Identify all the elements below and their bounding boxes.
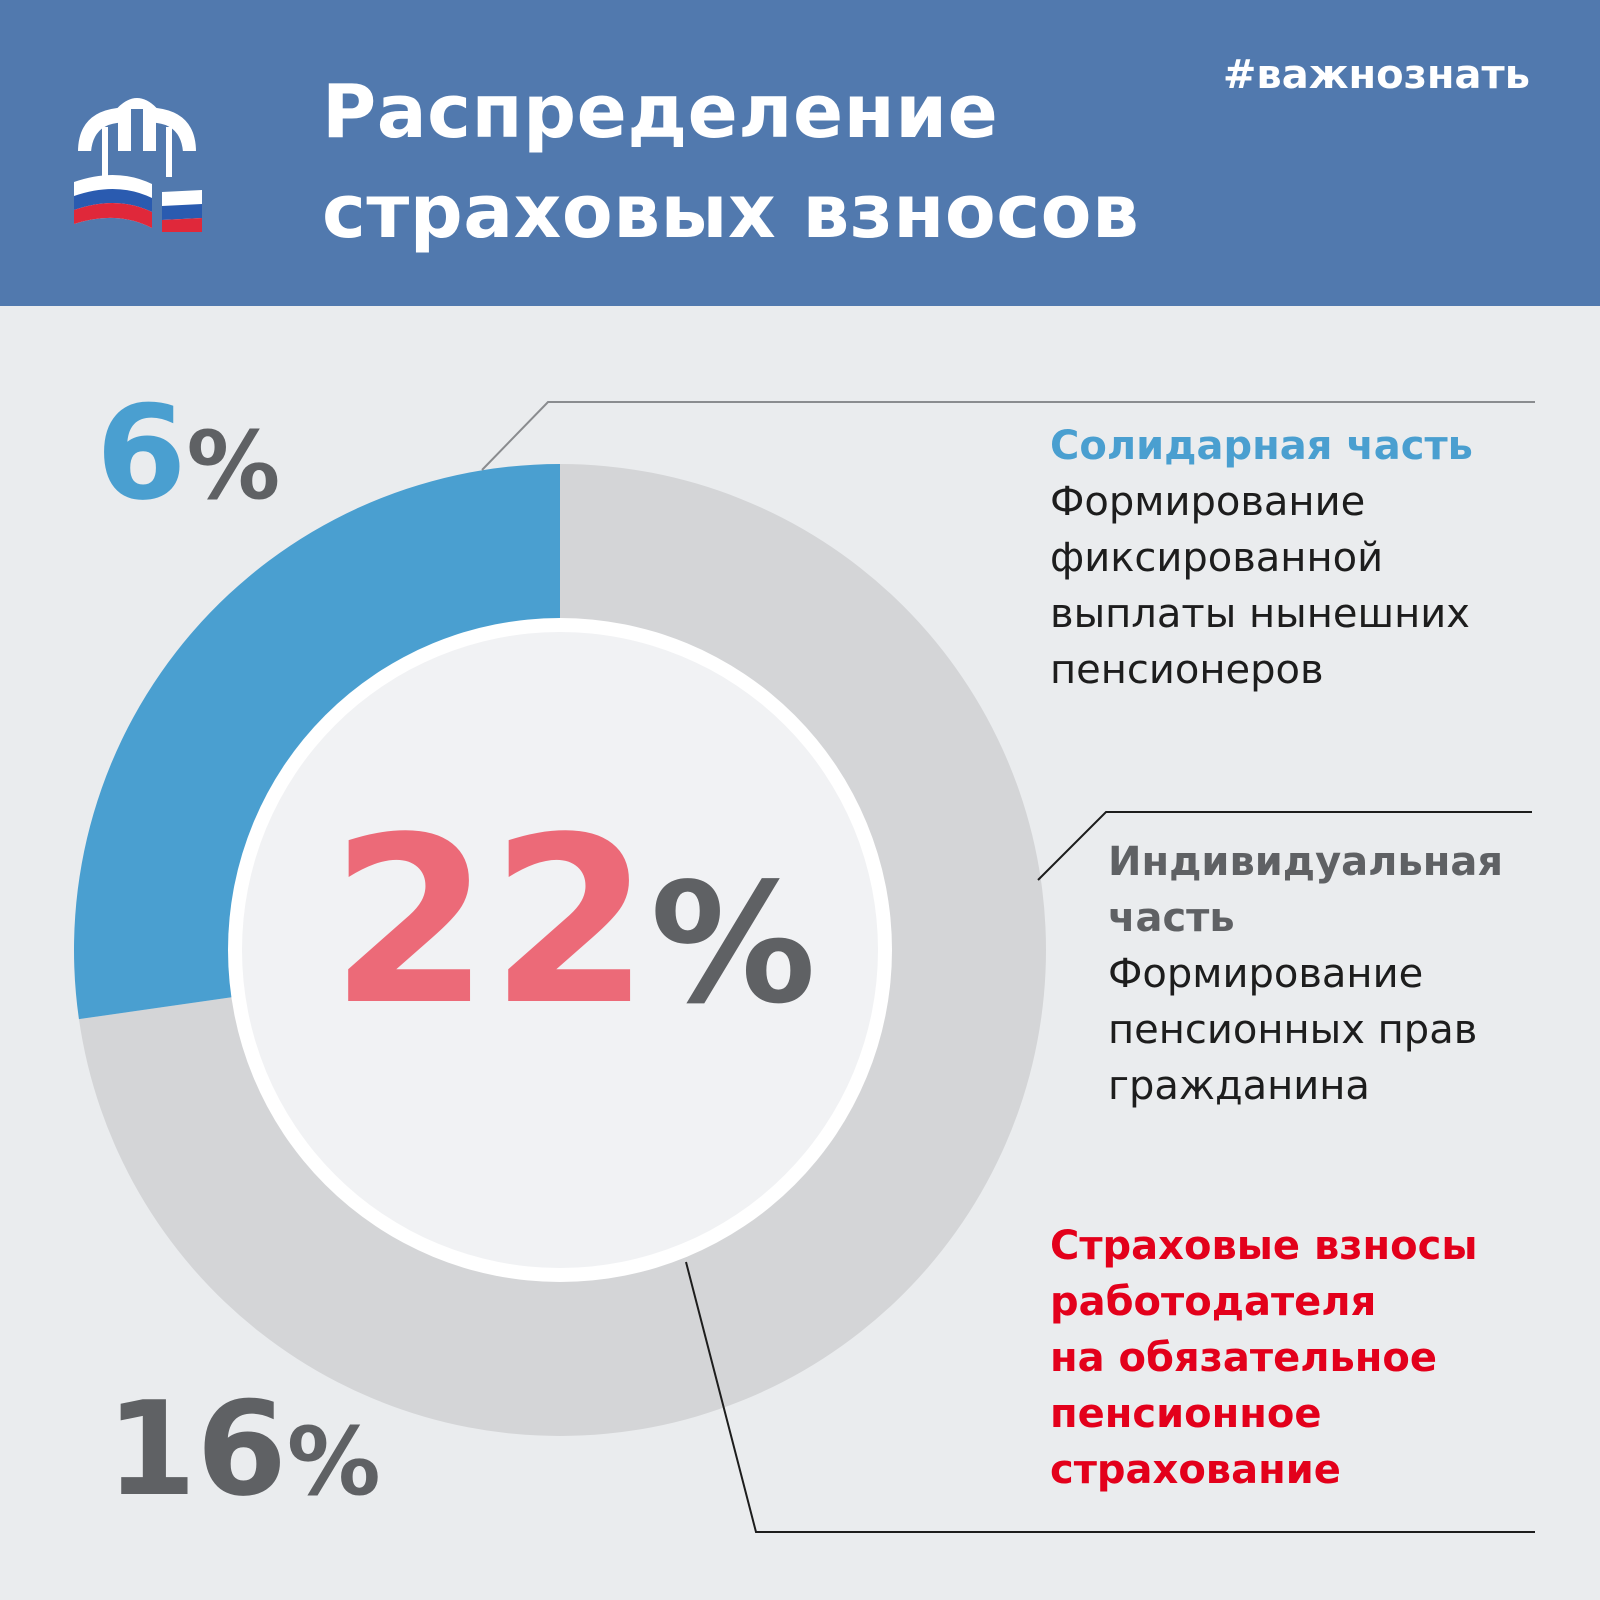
legend-item-solidarity: Солидарная часть Формирование фиксирован…: [1050, 418, 1473, 698]
legend-title-solidarity: Солидарная часть: [1050, 423, 1473, 469]
page-title: Распределение страховых взносов: [322, 62, 1139, 262]
percent-sign: %: [650, 848, 816, 1041]
legend-text-line: выплаты нынешних: [1050, 591, 1470, 637]
legend-title-total-line: пенсионное: [1050, 1391, 1322, 1437]
percent-label-total: 22%: [330, 808, 816, 1038]
donut-segment-solidarity: [73, 464, 560, 1020]
leader-line-total: [685, 1261, 1535, 1533]
legend-text-line: Формирование: [1108, 951, 1424, 997]
legend-item-individual: Индивидуальная часть Формирование пенсио…: [1108, 834, 1503, 1114]
legend-title-total-line: Страховые взносы: [1050, 1223, 1478, 1269]
percent-sign: %: [186, 412, 281, 521]
legend-text-line: пенсионеров: [1050, 647, 1324, 693]
percent-value-solidarity: 6: [96, 377, 187, 529]
legend-text-line: пенсионных прав: [1108, 1007, 1478, 1053]
legend-title-total-line: страхование: [1050, 1447, 1341, 1493]
hashtag-label: #важнознать: [1222, 52, 1530, 98]
leader-line-solidarity: [481, 401, 1535, 471]
donut-segment-individual: [78, 464, 1046, 1436]
header-banner: Распределение страховых взносов #важнозн…: [0, 0, 1600, 306]
legend-title-total-line: на обязательное: [1050, 1335, 1438, 1381]
percent-sign: %: [286, 1408, 381, 1517]
percent-label-solidarity: 6%: [96, 388, 280, 518]
leader-line-individual: [1037, 811, 1532, 881]
legend-text-line: Формирование: [1050, 479, 1366, 525]
title-line-1: Распределение: [322, 69, 999, 155]
legend-text-line: гражданина: [1108, 1063, 1370, 1109]
donut-center: [242, 632, 878, 1268]
legend-title-individual-line: Индивидуальная: [1108, 839, 1504, 885]
percent-value-individual: 16: [106, 1373, 287, 1525]
legend-title-individual-line: часть: [1108, 895, 1235, 941]
legend-title-total-line: работодателя: [1050, 1279, 1377, 1325]
legend-item-total: Страховые взносы работодателя на обязате…: [1050, 1218, 1478, 1498]
legend-text-line: фиксированной: [1050, 535, 1384, 581]
title-line-2: страховых взносов: [322, 169, 1140, 255]
percent-label-individual: 16%: [106, 1384, 381, 1514]
pfr-logo-icon: [74, 96, 202, 232]
percent-value-total: 22: [330, 789, 651, 1056]
